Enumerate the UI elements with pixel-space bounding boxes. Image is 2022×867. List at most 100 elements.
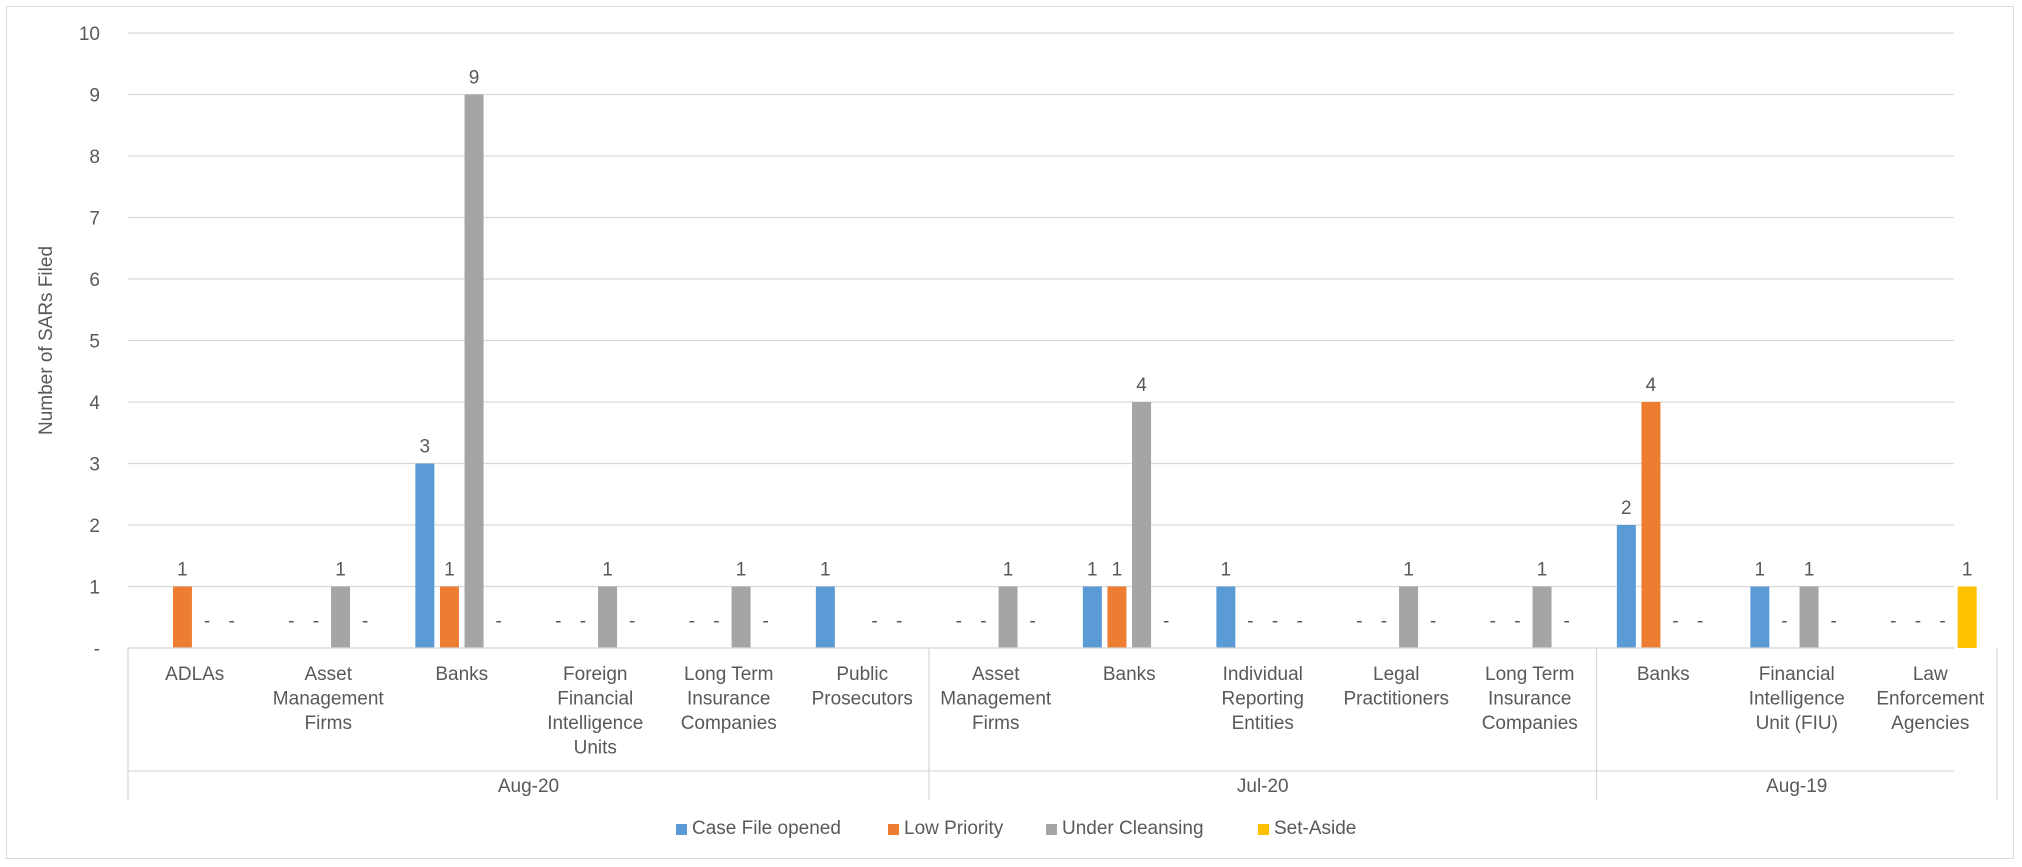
data-label-zero: - — [956, 611, 962, 632]
data-label: 1 — [736, 560, 747, 581]
y-tick-label: 2 — [89, 516, 100, 537]
bar-under-cleansing — [1399, 586, 1419, 648]
data-label-zero: - — [1672, 611, 1678, 632]
bar-case-file-opened — [415, 463, 435, 648]
y-tick-label: 10 — [79, 24, 100, 45]
bar-low-priority — [1641, 402, 1661, 648]
y-tick-label: 4 — [89, 393, 100, 414]
data-label: 1 — [335, 560, 346, 581]
category-label: Asset Management Firms — [273, 664, 385, 734]
bar-case-file-opened — [815, 586, 835, 648]
y-axis-title: Number of SARs Filed — [36, 246, 57, 435]
data-label-zero: - — [896, 611, 902, 632]
data-label-zero: - — [362, 611, 368, 632]
category-label: Legal Practitioners — [1343, 664, 1449, 710]
category-label: Individual Reporting Entities — [1222, 664, 1304, 734]
bar-low-priority — [172, 586, 192, 648]
data-label-zero: - — [1915, 611, 1921, 632]
data-label: 1 — [1537, 560, 1548, 581]
y-tick-label: 1 — [89, 578, 100, 599]
bar-low-priority — [439, 586, 459, 648]
data-label: 4 — [1136, 375, 1147, 396]
data-label-zero: - — [980, 611, 986, 632]
data-label-zero: - — [1247, 611, 1253, 632]
data-label-zero: - — [1563, 611, 1569, 632]
bar-set-aside — [1957, 586, 1977, 648]
data-label-zero: - — [555, 611, 561, 632]
data-label-zero: - — [1890, 611, 1896, 632]
category-label: Banks — [1103, 664, 1156, 685]
category-label: Financial Intelligence Unit (FIU) — [1749, 664, 1845, 734]
y-tick-label: 8 — [89, 147, 100, 168]
data-label-zero: - — [871, 611, 877, 632]
data-label-zero: - — [1356, 611, 1362, 632]
data-label: 2 — [1621, 498, 1632, 519]
legend-label: Under Cleansing — [1062, 818, 1204, 839]
data-label: 1 — [444, 560, 455, 581]
y-tick-label: 9 — [89, 86, 100, 107]
y-tick-label: 3 — [89, 455, 100, 476]
data-label-zero: - — [689, 611, 695, 632]
data-label: 1 — [1221, 560, 1232, 581]
data-label-zero: - — [288, 611, 294, 632]
category-label: Public Prosecutors — [812, 664, 913, 710]
bar-low-priority — [1107, 586, 1127, 648]
category-label: Asset Management Firms — [940, 664, 1052, 734]
legend-swatch — [676, 824, 687, 835]
bar-under-cleansing — [598, 586, 618, 648]
data-label: 1 — [1003, 560, 1014, 581]
data-label: 1 — [820, 560, 831, 581]
data-label: 1 — [1403, 560, 1414, 581]
category-label: ADLAs — [165, 664, 224, 685]
legend-label: Low Priority — [904, 818, 1004, 839]
y-tick-label: 7 — [89, 209, 100, 230]
category-label: Foreign Financial Intelligence Units — [547, 664, 643, 759]
y-tick-label: - — [94, 639, 100, 660]
category-label: Banks — [435, 664, 488, 685]
bar-case-file-opened — [1750, 586, 1770, 648]
data-label: 1 — [1804, 560, 1815, 581]
legend-label: Set-Aside — [1274, 818, 1356, 839]
data-label-zero: - — [629, 611, 635, 632]
bar-case-file-opened — [1216, 586, 1236, 648]
data-label-zero: - — [1939, 611, 1945, 632]
group-label: Aug-20 — [498, 776, 559, 797]
legend-swatch — [1046, 824, 1057, 835]
data-label: 1 — [1962, 560, 1973, 581]
data-label: 9 — [469, 68, 480, 89]
legend-swatch — [1258, 824, 1269, 835]
bar-under-cleansing — [731, 586, 751, 648]
data-label-zero: - — [1697, 611, 1703, 632]
bar-case-file-opened — [1082, 586, 1102, 648]
category-label: Long Term Insurance Companies — [681, 664, 777, 734]
data-label-zero: - — [204, 611, 210, 632]
data-label: 1 — [1112, 560, 1123, 581]
data-label-zero: - — [495, 611, 501, 632]
data-label: 3 — [420, 437, 431, 458]
data-label-zero: - — [762, 611, 768, 632]
bar-under-cleansing — [998, 586, 1018, 648]
data-label: 1 — [1755, 560, 1766, 581]
data-label-zero: - — [1490, 611, 1496, 632]
category-label: Banks — [1637, 664, 1690, 685]
group-label: Aug-19 — [1766, 776, 1827, 797]
data-label: 1 — [602, 560, 613, 581]
data-label: 1 — [177, 560, 188, 581]
bar-under-cleansing — [1799, 586, 1819, 648]
data-label: 1 — [1087, 560, 1098, 581]
bar-under-cleansing — [1532, 586, 1552, 648]
group-label: Jul-20 — [1237, 776, 1289, 797]
data-label-zero: - — [1296, 611, 1302, 632]
category-label: Law Enforcement Agencies — [1876, 664, 1984, 734]
legend-swatch — [888, 824, 899, 835]
bar-case-file-opened — [1616, 525, 1636, 648]
y-tick-label: 5 — [89, 332, 100, 353]
data-label-zero: - — [1781, 611, 1787, 632]
category-label: Long Term Insurance Companies — [1482, 664, 1578, 734]
data-label-zero: - — [1381, 611, 1387, 632]
data-label-zero: - — [1430, 611, 1436, 632]
legend-label: Case File opened — [692, 818, 841, 839]
data-label-zero: - — [313, 611, 319, 632]
bar-under-cleansing — [464, 94, 484, 648]
